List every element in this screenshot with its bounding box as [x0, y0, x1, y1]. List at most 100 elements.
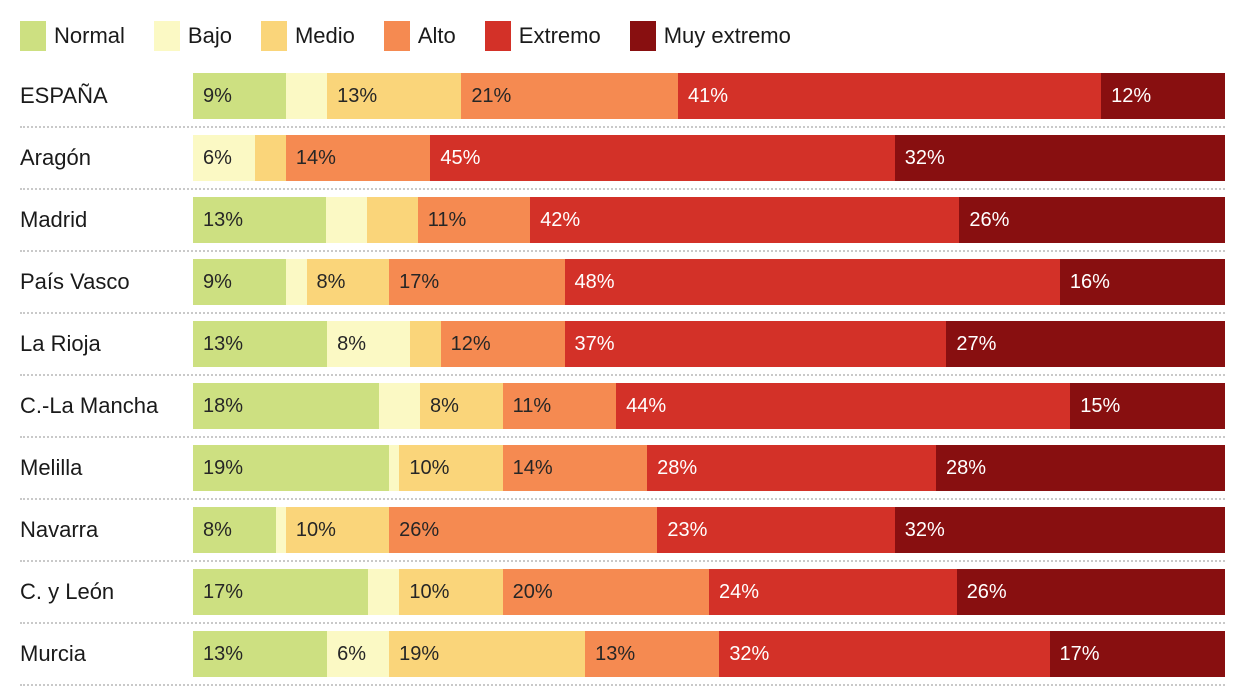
segment-value-label: 15% — [1080, 395, 1121, 417]
stacked-bar: 9% 8% 17% 48% 16% — [193, 259, 1225, 305]
stacked-bar: 17% 10% 20% 24% 26% — [193, 569, 1225, 615]
segment-value-label: 8% — [430, 395, 459, 417]
segment-value-label: 32% — [904, 519, 945, 541]
segment-value-label: 24% — [719, 581, 760, 603]
bar-segment-extremo: 45% — [430, 135, 895, 181]
chart-row: Aragón 6% 14% 45% 32% — [20, 128, 1225, 190]
segment-value-label: 18% — [203, 395, 244, 417]
region-label: Murcia — [20, 641, 87, 666]
bar-segment-normal: 9% — [193, 259, 286, 305]
bar-segment-alto: 14% — [502, 445, 648, 491]
region-label: País Vasco — [20, 269, 130, 294]
region-label: C.-La Mancha — [20, 393, 159, 418]
bar-segment-bajo: 6% — [193, 135, 255, 181]
legend-label: Medio — [294, 23, 355, 48]
bar-segment-normal: 17% — [193, 569, 369, 615]
segment-value-label: 44% — [626, 395, 667, 417]
legend-item-alto: Alto — [383, 21, 456, 51]
bar-segment-extremo: 48% — [564, 259, 1060, 305]
segment-value-label: 37% — [574, 333, 615, 355]
bar-segment-extremo: 42% — [530, 197, 960, 243]
segment-value-label: 13% — [203, 643, 244, 665]
bar-segment-muy-extremo: 28% — [936, 445, 1225, 491]
segment-value-label: 10% — [409, 457, 450, 479]
segment-value-label: 20% — [512, 581, 553, 603]
chart-rows: ESPAÑA 9% 13% 21% 41% 12% Aragón 6% 14% 45% 32% Mad… — [20, 66, 1225, 686]
region-label: Aragón — [20, 145, 91, 170]
chart-row: C. y León 17% 10% 20% 24% 26% — [20, 562, 1225, 624]
bar-segment-extremo: 44% — [616, 383, 1071, 429]
segment-value-label: 26% — [966, 581, 1007, 603]
stacked-bar: 18% 8% 11% 44% 15% — [193, 383, 1225, 429]
bar-segment-bajo: 8% — [327, 321, 410, 367]
stacked-bar: 13% 6% 19% 13% 32% 17% — [193, 631, 1225, 677]
bar-segment-bajo — [285, 259, 307, 305]
bar-segment-extremo: 41% — [678, 73, 1102, 119]
legend-swatch-alto — [383, 21, 410, 51]
segment-value-label: 8% — [203, 519, 232, 541]
legend-swatch-medio — [260, 21, 287, 51]
segment-value-label: 23% — [667, 519, 708, 541]
segment-value-label: 13% — [203, 333, 244, 355]
stacked-bar: 9% 13% 21% 41% 12% — [193, 73, 1225, 119]
stacked-bar: 8% 10% 26% 23% 32% — [193, 507, 1225, 553]
chart-row: ESPAÑA 9% 13% 21% 41% 12% — [20, 66, 1225, 128]
bar-segment-muy-extremo: 15% — [1070, 383, 1225, 429]
segment-value-label: 41% — [688, 85, 729, 107]
bar-segment-medio: 10% — [285, 507, 390, 553]
legend-item-normal: Normal — [20, 21, 125, 51]
legend-item-bajo: Bajo — [153, 21, 232, 51]
legend-swatch-muy-extremo — [629, 21, 656, 51]
bar-segment-extremo: 32% — [719, 631, 1050, 677]
bar-segment-alto: 20% — [502, 569, 709, 615]
bar-segment-normal: 9% — [193, 73, 286, 119]
segment-value-label: 19% — [399, 643, 440, 665]
bar-segment-alto: 14% — [285, 135, 431, 181]
segment-value-label: 11% — [512, 395, 552, 417]
chart-row: La Rioja 13% 8% 12% 37% 27% — [20, 314, 1225, 376]
bar-segment-alto: 17% — [389, 259, 565, 305]
bar-segment-alto: 11% — [417, 197, 531, 243]
legend-swatch-bajo — [153, 21, 180, 51]
bar-segment-medio: 8% — [420, 383, 503, 429]
legend-label: Bajo — [187, 23, 232, 48]
stacked-bar: 13% 8% 12% 37% 27% — [193, 321, 1225, 367]
segment-value-label: 11% — [427, 209, 467, 231]
bar-segment-alto: 11% — [502, 383, 617, 429]
segment-value-label: 13% — [595, 643, 636, 665]
bar-segment-muy-extremo: 17% — [1049, 631, 1225, 677]
bar-segment-alto: 21% — [461, 73, 679, 119]
bar-segment-bajo — [285, 73, 328, 119]
region-label: C. y León — [20, 579, 115, 604]
bar-segment-bajo — [389, 445, 400, 491]
chart-row: Madrid 13% 11% 42% 26% — [20, 190, 1225, 252]
bar-segment-muy-extremo: 26% — [956, 569, 1225, 615]
bar-segment-medio: 10% — [399, 569, 503, 615]
segment-value-label: 16% — [1069, 271, 1110, 293]
chart-row: Navarra 8% 10% 26% 23% 32% — [20, 500, 1225, 562]
segment-value-label: 10% — [409, 581, 450, 603]
bar-segment-bajo — [275, 507, 286, 553]
segment-value-label: 32% — [904, 147, 945, 169]
region-label: Melilla — [20, 455, 83, 480]
segment-value-label: 6% — [337, 643, 367, 665]
bar-segment-muy-extremo: 32% — [894, 507, 1225, 553]
bar-segment-bajo — [325, 197, 367, 243]
segment-value-label: 6% — [203, 147, 232, 169]
segment-value-label: 27% — [956, 333, 997, 355]
segment-value-label: 26% — [969, 209, 1010, 231]
segment-value-label: 28% — [946, 457, 987, 479]
bar-segment-medio — [254, 135, 286, 181]
bar-segment-medio — [409, 321, 441, 367]
bar-segment-muy-extremo: 12% — [1101, 73, 1225, 119]
bar-segment-normal: 13% — [193, 197, 326, 243]
bar-segment-medio: 19% — [389, 631, 586, 677]
bar-segment-alto: 13% — [585, 631, 720, 677]
bar-segment-bajo: 6% — [327, 631, 390, 677]
bar-segment-extremo: 37% — [564, 321, 947, 367]
legend-label: Muy extremo — [663, 23, 791, 48]
stacked-bar: 6% 14% 45% 32% — [193, 135, 1225, 181]
region-label: Navarra — [20, 517, 99, 542]
bar-segment-normal: 8% — [193, 507, 276, 553]
